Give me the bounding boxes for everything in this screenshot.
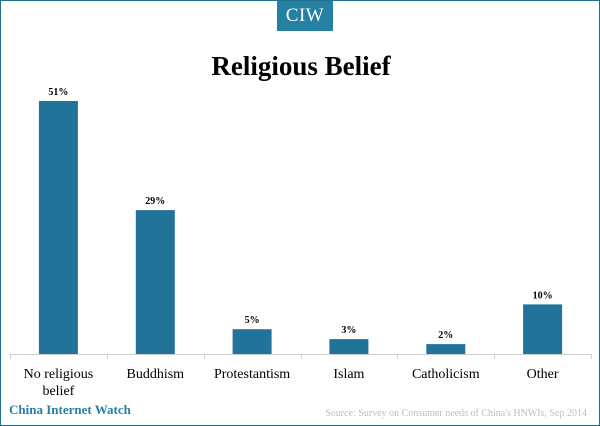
footer-source: Source: Survey on Consumer needs of Chin… xyxy=(325,408,587,419)
data-label-0: 51% xyxy=(48,87,68,98)
data-label-1: 29% xyxy=(145,196,165,207)
data-label-3: 3% xyxy=(341,325,356,336)
bar-4 xyxy=(426,344,466,354)
data-label-4: 2% xyxy=(438,330,453,341)
bar-chart: 51% No religious belief 29% Buddhism 5% Protes… xyxy=(10,87,592,399)
category-label-0: No religious belief xyxy=(24,367,94,399)
data-label-5: 10% xyxy=(533,290,553,301)
bar-3 xyxy=(329,339,369,354)
data-label-2: 5% xyxy=(245,315,260,326)
category-label-1: Buddhism xyxy=(127,367,185,382)
category-label-2: Protestantism xyxy=(214,367,290,382)
category-label-4: Catholicism xyxy=(412,367,480,382)
bar-1 xyxy=(135,210,175,354)
bar-2 xyxy=(232,329,272,354)
footer-brand: China Internet Watch xyxy=(9,402,131,417)
category-label-3: Islam xyxy=(333,367,364,382)
bar-5 xyxy=(523,304,563,354)
chart-title: Religious Belief xyxy=(211,51,391,81)
ciw-logo: CIW xyxy=(277,1,333,31)
category-label-5: Other xyxy=(527,367,559,382)
bar-0 xyxy=(38,101,78,354)
